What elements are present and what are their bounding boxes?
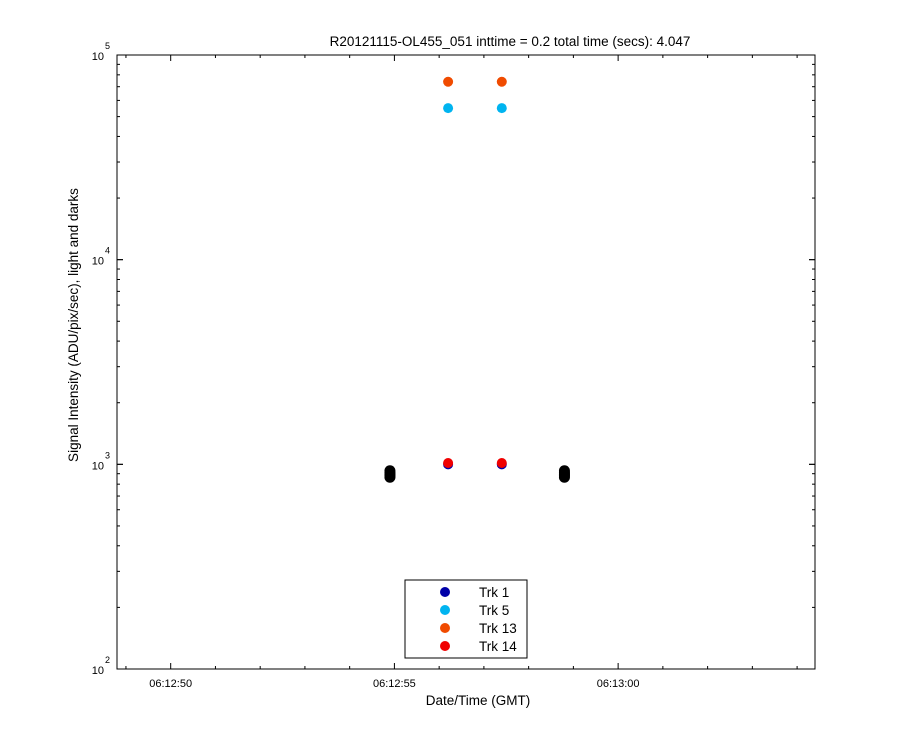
data-point	[496, 458, 507, 469]
legend-marker	[440, 623, 450, 633]
y-tick-exponent: 2	[105, 655, 110, 665]
data-point	[443, 76, 454, 87]
data-point	[496, 103, 507, 114]
legend-box	[404, 579, 528, 659]
legend-label: Trk 5	[479, 603, 509, 618]
x-tick-label: 06:13:00	[597, 678, 640, 690]
axis-ticks	[117, 54, 815, 670]
x-tick-label: 06:12:50	[149, 678, 192, 690]
y-tick-exponent: 3	[105, 450, 110, 460]
chart-title: R20121115-OL455_051 inttime = 0.2 total …	[330, 34, 691, 49]
data-point	[443, 103, 454, 114]
legend-marker	[440, 587, 450, 597]
legend: Trk 1 Trk 5 Trk 13 Trk 14	[404, 579, 528, 659]
dark-point	[384, 471, 396, 483]
data-markers	[384, 76, 570, 483]
y-tick-label: 10	[92, 665, 104, 677]
y-tick-label: 10	[92, 51, 104, 63]
legend-label: Trk 1	[479, 585, 509, 600]
plot-area	[116, 54, 816, 670]
y-tick-label: 10	[92, 460, 104, 472]
legend-marker	[440, 641, 450, 651]
y-axis-label: Signal Intensity (ADU/pix/sec), light an…	[66, 188, 81, 462]
data-point	[443, 458, 454, 469]
y-tick-exponent: 4	[105, 246, 110, 256]
y-tick-exponent: 5	[105, 41, 110, 51]
x-tick-label: 06:12:55	[373, 678, 416, 690]
legend-label: Trk 14	[479, 639, 517, 654]
x-axis-label: Date/Time (GMT)	[426, 693, 531, 708]
dark-point	[558, 471, 570, 483]
data-point	[496, 76, 507, 87]
legend-label: Trk 13	[479, 621, 517, 636]
y-tick-label: 10	[92, 256, 104, 268]
legend-marker	[440, 605, 450, 615]
